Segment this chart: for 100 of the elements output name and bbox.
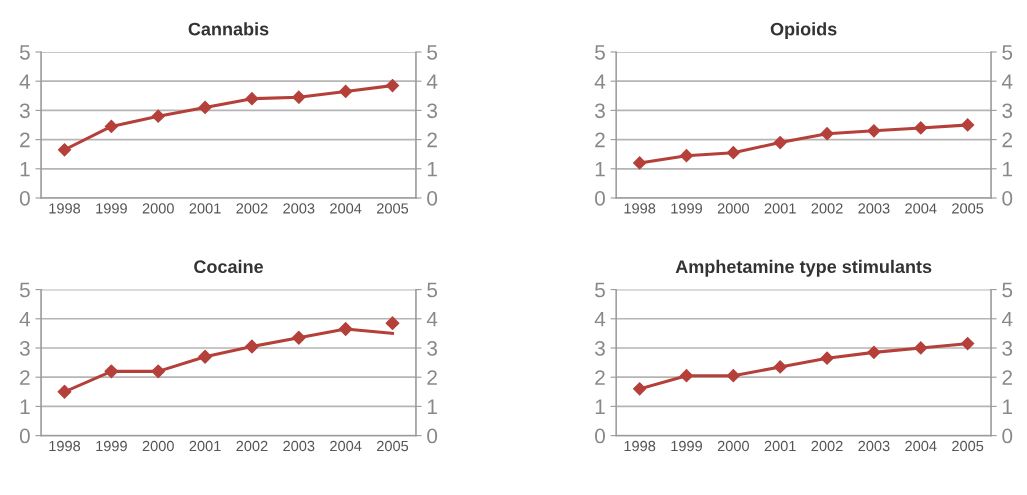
x-tick-label: 2002 — [811, 203, 843, 214]
x-tick-label: 2004 — [905, 203, 937, 214]
y2-tick-label: 5 — [427, 45, 438, 60]
point — [820, 127, 834, 141]
y2-tick-label: 2 — [427, 132, 437, 148]
point — [867, 124, 881, 138]
point — [867, 345, 881, 359]
y2-tick-label: 0 — [1002, 191, 1013, 206]
y2-tick-label: 0 — [427, 428, 438, 444]
y2-tick-label: 2 — [427, 370, 437, 385]
point — [679, 149, 694, 163]
chart-title: Cannabis — [188, 22, 269, 36]
y-tick-label: 1 — [595, 399, 605, 414]
x-tick-label: 1998 — [624, 440, 656, 452]
point — [338, 322, 353, 336]
x-tick-label: 2005 — [952, 203, 984, 214]
y-tick-label: 3 — [594, 340, 605, 356]
y2-tick-label: 0 — [427, 191, 438, 206]
y-tick-label: 5 — [595, 45, 605, 60]
y2-tick-label: 5 — [427, 282, 438, 298]
point — [726, 369, 740, 383]
y2-tick-label: 3 — [1002, 103, 1013, 119]
chart-title: Amphetamine type stimulants — [675, 259, 932, 277]
y2-tick-label: 2 — [1002, 370, 1013, 385]
y-tick-label: 2 — [20, 132, 30, 148]
point — [104, 364, 119, 379]
point — [292, 90, 306, 104]
y-tick-label: 2 — [20, 370, 30, 385]
y-tick-label: 4 — [19, 74, 31, 89]
y-tick-label: 0 — [19, 191, 30, 206]
point — [198, 100, 212, 115]
x-tick-label: 2001 — [764, 440, 796, 452]
x-tick-label: 2000 — [142, 440, 174, 452]
x-tick-label: 1999 — [96, 203, 127, 214]
y-tick-label: 5 — [19, 45, 30, 60]
y2-tick-label: 0 — [1002, 428, 1013, 444]
x-tick-label: 2004 — [330, 440, 362, 452]
y-tick-label: 5 — [595, 282, 605, 298]
y2-tick-label: 4 — [1001, 74, 1013, 89]
y-tick-label: 4 — [19, 312, 31, 327]
chart-title: Opioids — [770, 22, 837, 40]
y2-tick-label: 1 — [1003, 162, 1013, 177]
y-tick-label: 4 — [594, 312, 606, 327]
x-tick-label: 1999 — [671, 440, 703, 452]
x-tick-label: 1998 — [49, 440, 81, 452]
x-tick-label: 2003 — [858, 440, 890, 452]
point — [961, 337, 975, 351]
y2-tick-label: 4 — [1001, 312, 1013, 327]
x-tick-label: 2003 — [283, 440, 315, 452]
y-tick-label: 1 — [595, 162, 605, 177]
y2-tick-label: 4 — [426, 74, 438, 89]
chart-title: Cocaine — [194, 259, 264, 274]
x-tick-label: 2000 — [717, 203, 749, 214]
point — [385, 316, 400, 331]
x-tick-label: 1999 — [671, 203, 703, 214]
x-tick-label: 1998 — [624, 203, 656, 214]
x-tick-label: 2003 — [283, 203, 315, 214]
y-tick-label: 0 — [595, 191, 605, 206]
y-tick-label: 0 — [19, 428, 30, 444]
x-tick-label: 2002 — [236, 203, 268, 214]
y2-tick-label: 5 — [1002, 45, 1013, 60]
point — [726, 146, 740, 160]
y-tick-label: 0 — [595, 428, 605, 444]
point — [245, 339, 259, 354]
y2-tick-label: 5 — [1002, 282, 1013, 298]
point — [291, 330, 306, 345]
x-tick-label: 2001 — [764, 203, 796, 214]
point — [961, 118, 975, 132]
point — [633, 156, 647, 170]
y-tick-label: 2 — [595, 132, 605, 148]
point — [679, 369, 694, 383]
x-tick-label: 2005 — [377, 203, 409, 214]
y-tick-label: 3 — [19, 103, 30, 119]
point — [820, 351, 834, 365]
x-tick-label: 2003 — [858, 203, 890, 214]
point — [198, 349, 212, 364]
x-tick-label: 2005 — [377, 440, 409, 452]
point — [151, 364, 166, 379]
x-tick-label: 1999 — [96, 440, 127, 452]
point — [57, 143, 72, 157]
y2-tick-label: 1 — [1003, 399, 1013, 414]
x-tick-label: 2001 — [189, 203, 221, 214]
y-tick-label: 2 — [595, 370, 605, 385]
point — [773, 135, 787, 150]
point — [339, 84, 353, 98]
x-tick-label: 2005 — [952, 440, 984, 452]
x-tick-label: 2000 — [142, 203, 174, 214]
y2-tick-label: 3 — [427, 340, 438, 356]
y2-tick-label: 3 — [427, 103, 438, 119]
x-tick-label: 2001 — [189, 440, 221, 452]
x-tick-label: 2000 — [717, 440, 749, 452]
y-tick-label: 3 — [19, 340, 30, 356]
x-tick-label: 2002 — [811, 440, 843, 452]
x-tick-label: 2002 — [236, 440, 268, 452]
point — [385, 78, 400, 93]
point — [57, 384, 72, 399]
y2-tick-label: 3 — [1002, 340, 1013, 356]
y2-tick-label: 4 — [426, 312, 438, 327]
point — [914, 121, 928, 135]
point — [773, 360, 787, 374]
